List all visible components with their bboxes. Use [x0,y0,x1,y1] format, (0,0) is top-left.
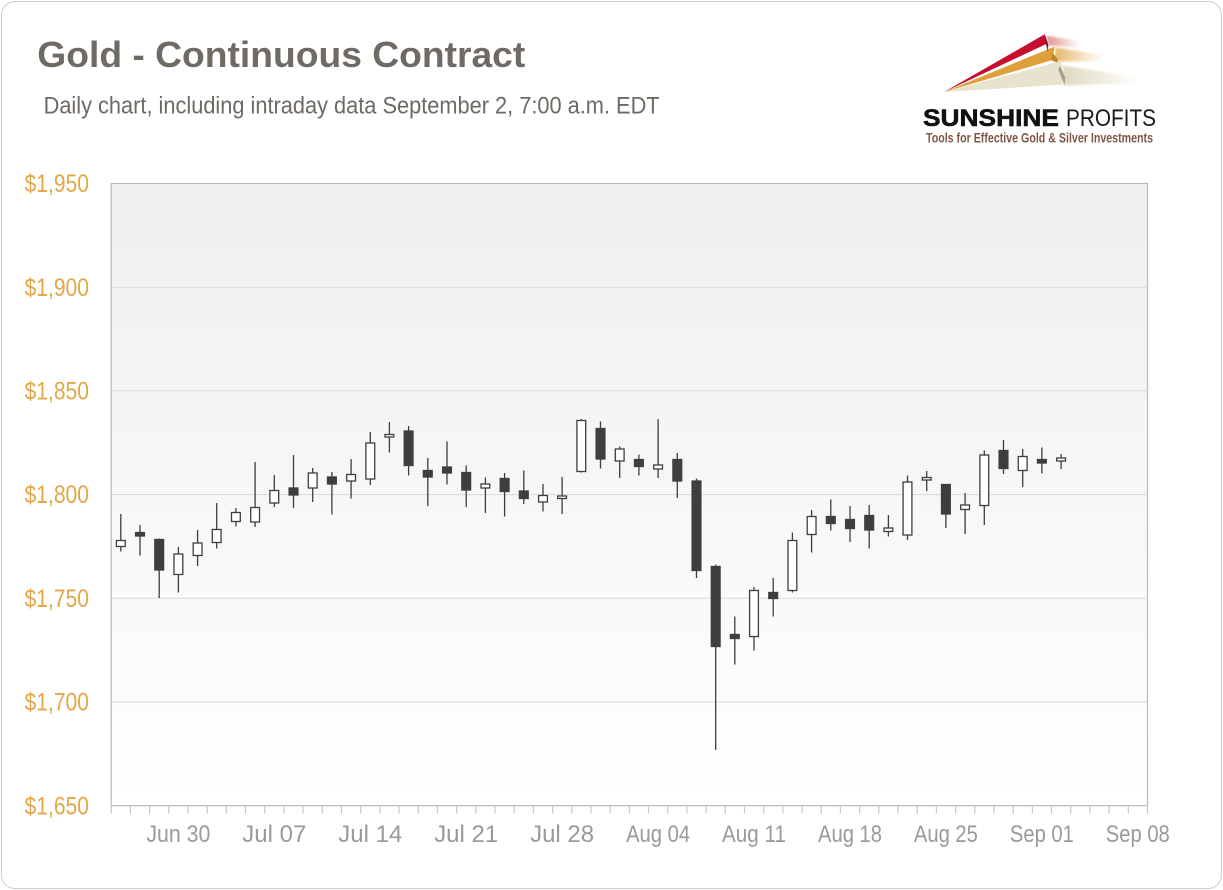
svg-text:Jul 28: Jul 28 [530,821,594,848]
svg-text:Jul 21: Jul 21 [434,821,498,848]
svg-text:Gold - Continuous Contract: Gold - Continuous Contract [37,34,525,75]
svg-text:$1,700: $1,700 [25,689,90,717]
svg-text:Tools for Effective Gold & Sil: Tools for Effective Gold & Silver Invest… [926,130,1153,146]
svg-text:Jun 30: Jun 30 [146,821,210,848]
svg-text:$1,950: $1,950 [25,170,90,198]
svg-text:$1,750: $1,750 [25,585,90,613]
svg-text:$1,800: $1,800 [25,481,90,509]
svg-text:SUNSHINE: SUNSHINE [923,105,1059,132]
svg-text:Aug 04: Aug 04 [626,821,690,848]
svg-text:Sep 08: Sep 08 [1106,821,1170,848]
svg-text:Aug 18: Aug 18 [818,821,882,848]
svg-text:$1,650: $1,650 [25,792,90,820]
svg-text:PROFITS: PROFITS [1066,105,1156,132]
svg-text:Jul 14: Jul 14 [338,821,402,848]
svg-text:Daily chart, including intrada: Daily chart, including intraday data Sep… [44,93,660,119]
svg-text:$1,850: $1,850 [25,378,90,406]
svg-text:Aug 11: Aug 11 [722,821,786,848]
svg-text:Aug 25: Aug 25 [914,821,978,848]
svg-text:Sep 01: Sep 01 [1010,821,1074,848]
svg-text:Jul 07: Jul 07 [242,821,306,848]
svg-text:$1,900: $1,900 [25,274,90,302]
